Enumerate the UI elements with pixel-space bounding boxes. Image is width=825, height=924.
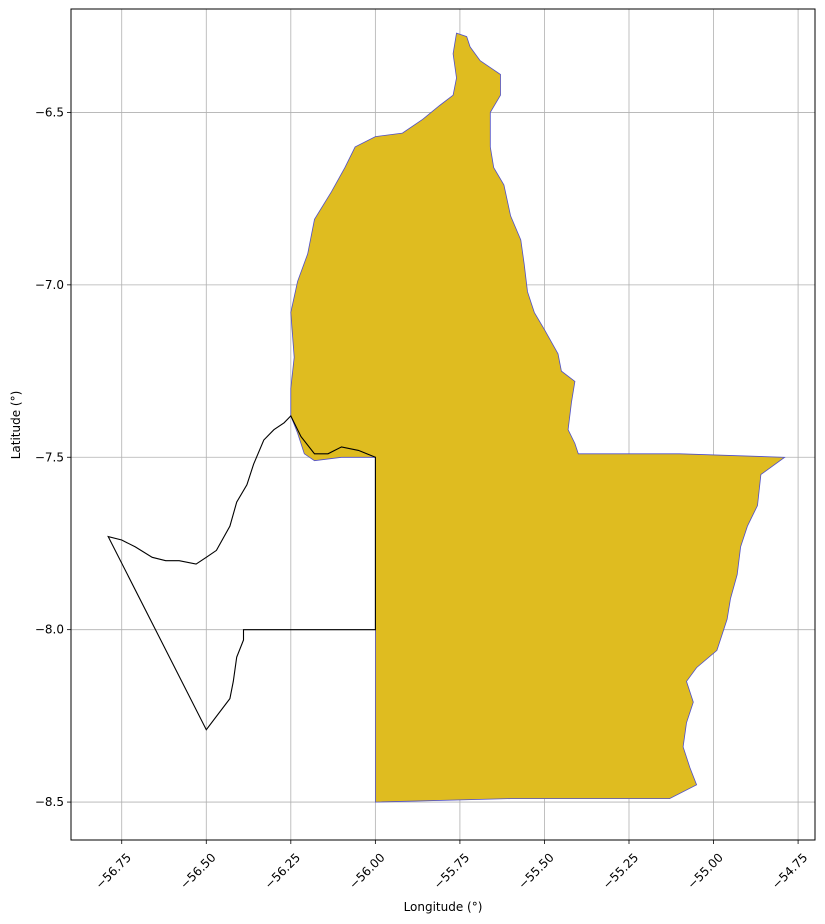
y-tick-label-1: −7.0	[35, 278, 64, 292]
y-tick-label-4: −8.5	[35, 795, 64, 809]
y-axis-ticks: −6.5 −7.0 −7.5 −8.0 −8.5	[35, 105, 71, 809]
y-axis-title: Latitude (°)	[9, 391, 23, 460]
outline-region-1	[107, 414, 376, 731]
y-tick-label-0: −6.5	[35, 105, 64, 119]
y-tick-label-2: −7.5	[35, 450, 64, 464]
x-axis-title: Longitude (°)	[404, 900, 483, 914]
map-regions	[107, 32, 786, 803]
plot-frame	[70, 8, 816, 841]
y-tick-label-3: −8.0	[35, 623, 64, 637]
filled-region-0	[290, 32, 786, 803]
